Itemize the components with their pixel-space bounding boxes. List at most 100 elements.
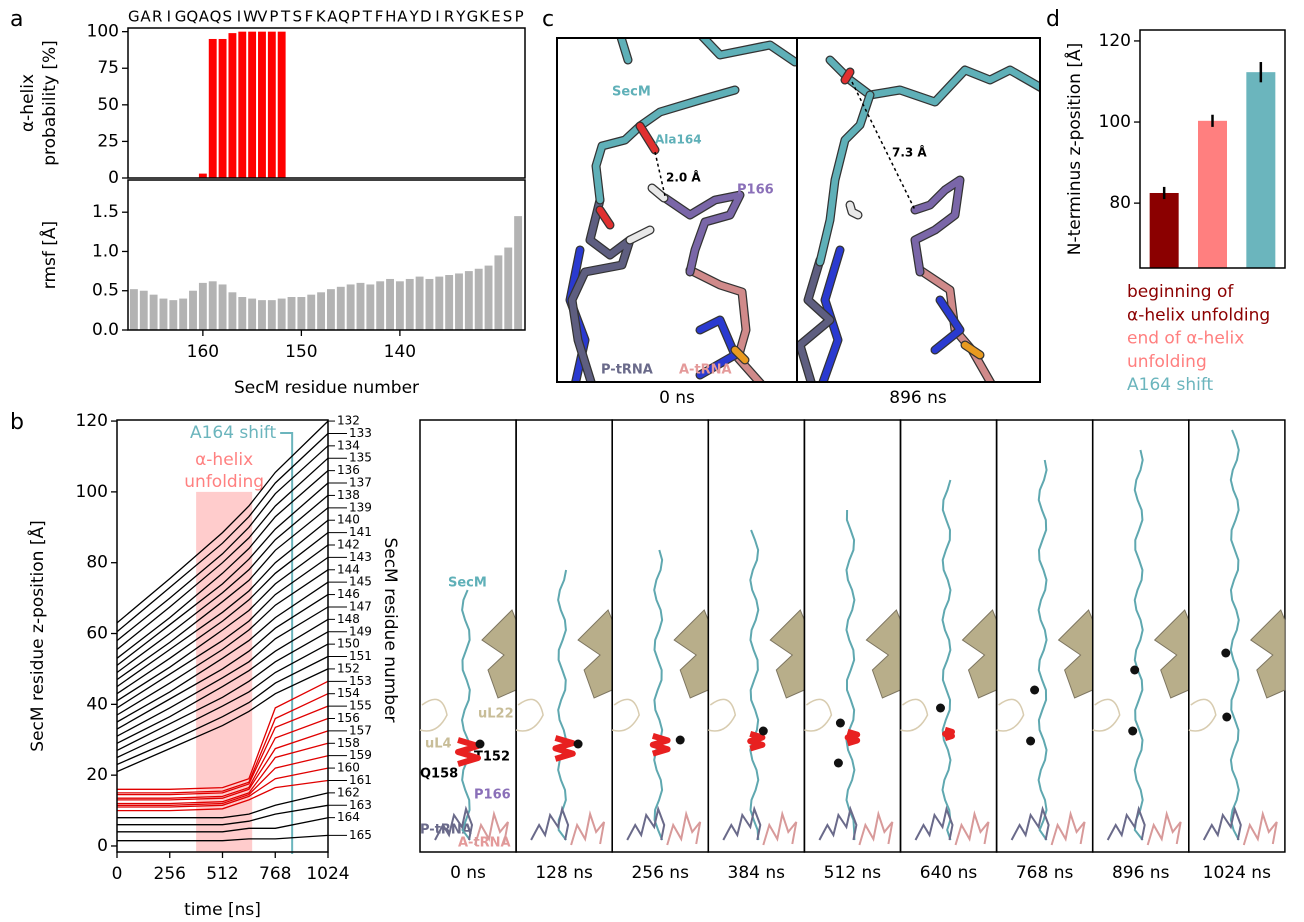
bar (445, 275, 454, 330)
bar (425, 278, 434, 330)
series-line (116, 445, 329, 642)
series-label: 162 (337, 785, 360, 799)
stick (661, 191, 744, 276)
series-line (116, 581, 329, 723)
sequence-letter: A (397, 8, 408, 26)
y-tick-label: 20 (86, 765, 108, 785)
stick (568, 196, 634, 382)
y-tick-label: 100 (1099, 112, 1131, 132)
series-line (117, 717, 329, 799)
series-label: 132 (337, 414, 360, 428)
panel-label: c (542, 7, 554, 32)
sequence-letter: G (128, 8, 140, 26)
ribosome-loop (515, 698, 544, 732)
bar (277, 298, 286, 330)
time-label: 0 ns (450, 863, 486, 883)
ca-atom (835, 718, 845, 728)
series-line (116, 668, 329, 773)
sequence-letter: Y (408, 8, 419, 26)
series-line (116, 655, 329, 766)
series-line (117, 834, 329, 842)
series-label: 145 (349, 575, 372, 589)
bar (395, 281, 404, 330)
sequence-letter: S (503, 8, 513, 26)
label: 2.0 Å (666, 170, 701, 185)
time-label: 256 ns (631, 863, 689, 883)
nascent-chain (845, 509, 856, 841)
a-trna (474, 810, 509, 846)
bar (228, 292, 237, 330)
y-tick-label: 0 (97, 836, 108, 856)
sequence-letter: F (305, 8, 314, 26)
structure-panel: c 0 ns 896 ns SecM Ala164 2.0 Å P166 P-t… (542, 7, 1041, 408)
sequence-letter: A (199, 8, 210, 26)
sequence-letter: A (327, 8, 338, 26)
bar (248, 31, 257, 178)
ribosome-loop (611, 698, 640, 732)
series-label: 135 (349, 451, 372, 465)
series-line (116, 420, 329, 624)
bar (208, 281, 217, 330)
bar (218, 38, 227, 178)
series-line (117, 755, 329, 806)
ca-atom (675, 735, 685, 745)
y-axis-label: rmsf [Å] (38, 221, 60, 289)
sequence-letter: P (515, 8, 524, 26)
plot-frame (1139, 29, 1286, 269)
bar (405, 278, 414, 330)
stick (636, 122, 659, 154)
series-line (117, 680, 329, 790)
series-label: 137 (349, 476, 372, 490)
series-label: 142 (337, 537, 360, 551)
bar (514, 216, 523, 330)
time-label: 512 ns (824, 863, 882, 883)
y-tick-label: 80 (1109, 193, 1131, 213)
snapshots: SecM uL22 uL4 T152 Q158 P166 P-tRNA A-tR… (419, 419, 1286, 883)
bar (238, 297, 247, 330)
series-label: 138 (337, 488, 360, 502)
y-axis-label: probability [%] (40, 40, 60, 166)
series-label: 153 (349, 674, 372, 688)
a-trna (570, 810, 606, 846)
series-line (116, 631, 329, 751)
series-line (116, 544, 329, 702)
a-trna (1050, 810, 1086, 846)
y-tick-label: 50 (97, 95, 119, 115)
label: P166 (474, 788, 511, 803)
y-axis-label: N-terminus z-position [Å] (1063, 43, 1085, 255)
label: SecM (612, 85, 651, 100)
bar (258, 300, 266, 330)
series-label: 143 (349, 550, 372, 564)
series-line (116, 470, 329, 659)
stick (592, 86, 739, 204)
y-tick-label: 100 (87, 22, 119, 42)
ca-atom (1222, 712, 1232, 722)
label: P166 (737, 183, 774, 198)
p-trna (626, 805, 666, 841)
bar (139, 290, 148, 330)
label: T152 (474, 750, 510, 765)
series-label: 163 (349, 798, 372, 812)
stick (931, 296, 964, 354)
y-tick-label: 120 (1099, 31, 1131, 51)
legend-entry: α-helix unfolding (1127, 305, 1270, 325)
p-trna (1010, 805, 1050, 841)
bar (435, 276, 444, 330)
series-line (116, 433, 329, 633)
x-axis-label: SecM residue number (234, 378, 419, 398)
p-trna (818, 805, 858, 841)
time-label: 896 ns (1112, 863, 1170, 883)
bar (258, 31, 266, 178)
panel-label: a (10, 7, 23, 32)
ribosome-loop (1188, 698, 1217, 732)
stick (648, 184, 668, 202)
nascent-chain (1037, 459, 1048, 841)
series-label: 140 (337, 513, 360, 527)
sequence-letter: I (435, 8, 439, 26)
y-tick-label: 60 (86, 624, 108, 644)
series-line (117, 804, 329, 826)
stick (596, 206, 614, 229)
series-label: 165 (349, 828, 372, 842)
ribosome-protein (673, 609, 709, 699)
sequence-letter: T (280, 8, 291, 26)
